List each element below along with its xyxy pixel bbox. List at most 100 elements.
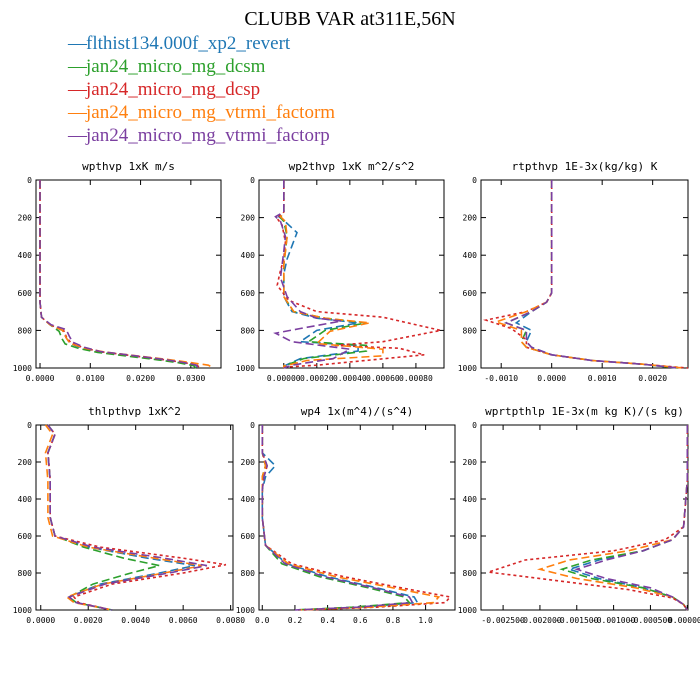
x-tick-label: 0.0000	[26, 374, 55, 383]
y-tick-label: 800	[463, 326, 478, 335]
legend-label: jan24_micro_mg_vtrmi_factorp	[86, 125, 330, 146]
x-tick-label: 0.00040	[333, 374, 367, 383]
x-tick-label: -0.001000	[592, 616, 636, 625]
x-tick-label: 0.0060	[169, 616, 198, 625]
x-tick-label: 0.8	[386, 616, 401, 625]
series-line	[279, 180, 368, 368]
y-tick-label: 1000	[13, 364, 32, 373]
series-line	[39, 180, 201, 369]
legend-label: jan24_micro_mg_dcsp	[86, 79, 261, 100]
x-tick-label: 0.00060	[366, 374, 400, 383]
legend-label: jan24_micro_mg_dcsm	[86, 56, 266, 77]
series-line	[44, 424, 203, 611]
x-tick-label: 1.0	[418, 616, 433, 625]
series-line	[574, 425, 689, 611]
series-line	[514, 180, 678, 369]
x-tick-label: 0.00020	[300, 374, 334, 383]
y-tick-label: 600	[463, 532, 478, 541]
x-tick-label: 0.00080	[399, 374, 433, 383]
y-tick-label: 400	[463, 495, 478, 504]
series-line	[39, 180, 199, 369]
y-tick-label: 0	[27, 421, 32, 430]
y-tick-label: 0	[27, 176, 32, 185]
x-tick-label: 0.0000	[537, 374, 566, 383]
legend-dash: —	[68, 56, 87, 77]
y-tick-label: 0	[250, 176, 255, 185]
y-tick-label: 200	[463, 214, 478, 223]
x-tick-label: 0.0200	[126, 374, 155, 383]
series-line	[39, 180, 214, 369]
y-tick-label: 600	[463, 289, 478, 298]
y-tick-label: 600	[18, 289, 33, 298]
x-tick-label: 0.0040	[121, 616, 150, 625]
panel-title: wpthvp 1xK m/s	[82, 160, 175, 173]
series-line	[261, 425, 452, 611]
plot-frame	[258, 424, 456, 611]
x-tick-label: 0.0020	[74, 616, 103, 625]
y-tick-label: 200	[463, 458, 478, 467]
series-line	[261, 425, 414, 611]
legend-item: —jan24_micro_mg_dcsm	[68, 55, 335, 78]
x-tick-label: 0.0020	[638, 374, 667, 383]
x-tick-label: -0.002000	[518, 616, 562, 625]
chart-title: CLUBB VAR at311E,56N	[244, 8, 456, 30]
series-line	[277, 180, 359, 368]
plot-frame	[35, 424, 234, 611]
y-tick-label: 400	[18, 495, 33, 504]
series-line	[47, 424, 160, 611]
series-line	[261, 425, 419, 611]
series-line	[273, 180, 353, 369]
series-line	[47, 424, 208, 611]
y-tick-label: 1000	[458, 606, 477, 615]
legend-dash: —	[68, 102, 87, 123]
panel-title: wp2thvp 1xK m^2/s^2	[289, 160, 415, 173]
y-tick-label: 600	[241, 532, 256, 541]
y-tick-label: 800	[18, 326, 33, 335]
panel-title: wprtpthlp 1E-3x(m kg K)/(s kg)	[485, 405, 684, 418]
y-tick-label: 0	[250, 421, 255, 430]
x-tick-label: 0.6	[353, 616, 368, 625]
y-tick-label: 400	[463, 251, 478, 260]
legend-dash: —	[68, 33, 87, 54]
legend-item: —jan24_micro_mg_vtrmi_factorp	[68, 124, 335, 147]
y-tick-label: 400	[18, 251, 33, 260]
y-tick-label: 0	[472, 421, 477, 430]
series-line	[47, 424, 196, 611]
x-tick-label: 0.0000	[26, 616, 55, 625]
y-tick-label: 600	[241, 289, 256, 298]
x-tick-label: -0.002500	[481, 616, 525, 625]
y-tick-label: 1000	[236, 364, 255, 373]
plot-frame	[480, 424, 689, 611]
x-tick-label: 0.0	[255, 616, 270, 625]
y-tick-label: 200	[241, 214, 256, 223]
x-tick-label: 0.4	[320, 616, 335, 625]
series-line	[488, 425, 689, 611]
x-tick-label: 0.0300	[176, 374, 205, 383]
legend-label: jan24_micro_mg_vtrmi_factorm	[86, 102, 336, 123]
x-tick-label: -0.0010	[484, 374, 518, 383]
x-tick-label: 0.2	[288, 616, 303, 625]
y-tick-label: 800	[241, 569, 256, 578]
legend-item: —jan24_micro_mg_dcsp	[68, 78, 335, 101]
plot-frame	[480, 179, 689, 369]
plot-frame	[258, 179, 445, 369]
plot-frame	[35, 179, 222, 369]
y-tick-label: 400	[241, 251, 256, 260]
series-line	[261, 425, 441, 611]
legend-item: —flthist134.000f_xp2_revert	[68, 32, 335, 55]
y-tick-label: 400	[241, 495, 256, 504]
series-line	[261, 425, 411, 611]
series-line	[39, 180, 200, 369]
x-tick-label: 0.0100	[76, 374, 105, 383]
y-tick-label: 200	[18, 214, 33, 223]
y-tick-label: 0	[472, 176, 477, 185]
series-line	[536, 425, 689, 611]
legend-dash: —	[68, 125, 87, 146]
x-tick-label: 0.0010	[588, 374, 617, 383]
y-tick-label: 1000	[13, 606, 32, 615]
x-tick-label: -0.001500	[555, 616, 599, 625]
y-tick-label: 1000	[236, 606, 255, 615]
y-tick-label: 200	[18, 458, 33, 467]
